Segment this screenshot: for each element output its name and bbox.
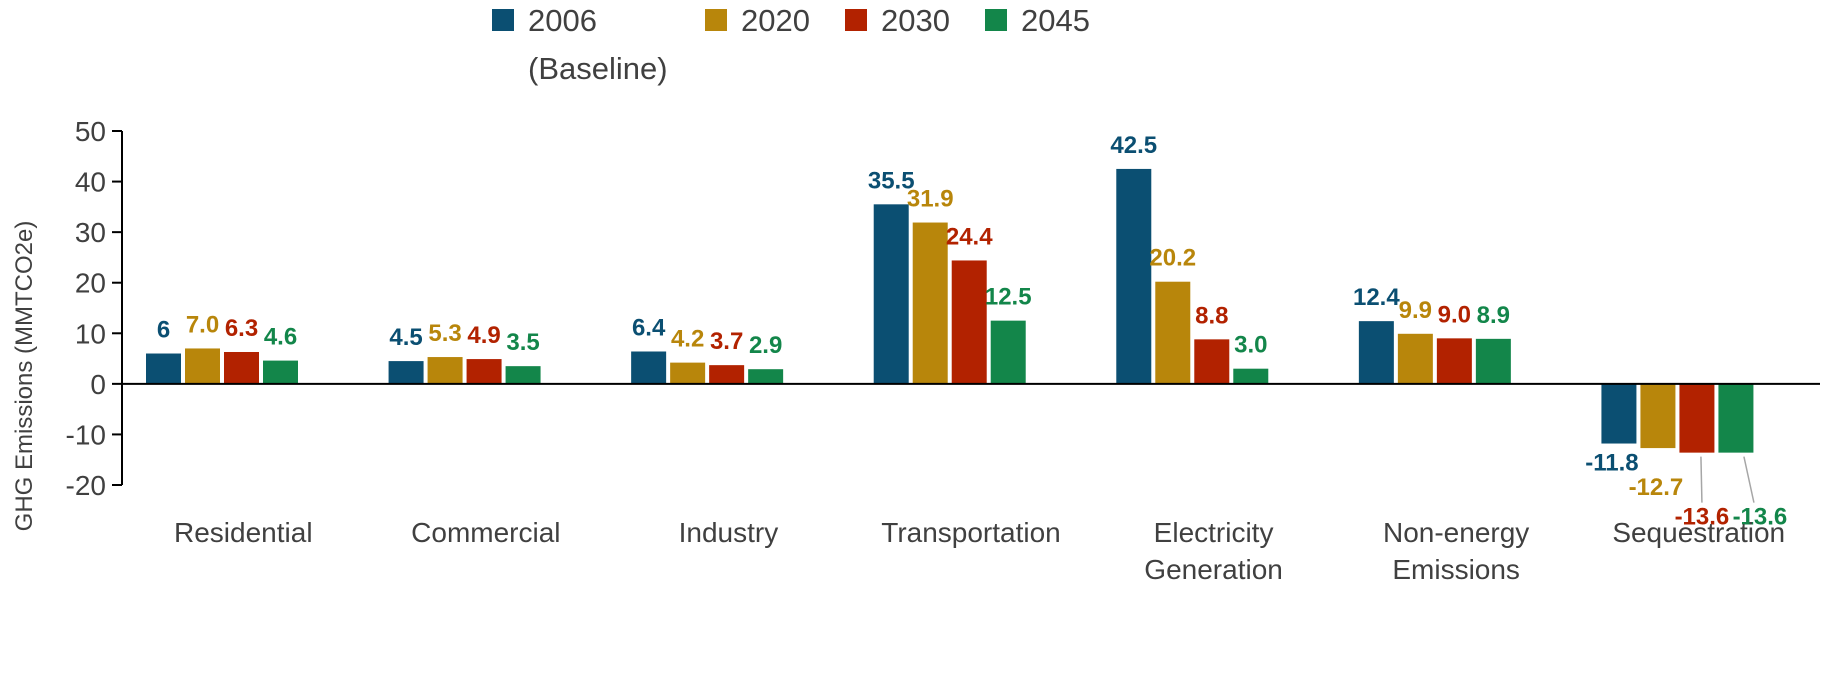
data-label: 9.9 [1399, 297, 1432, 324]
data-labels: 6 4.5 6.4 35.5 42.5 12.4 -11.8 7.0 5.3 4.2 31.9 20.… [157, 132, 1787, 531]
data-label: 4.9 [467, 322, 500, 349]
data-label: 8.8 [1195, 302, 1228, 329]
y-tick-label: 0 [90, 369, 106, 400]
data-label: 2.9 [749, 332, 782, 359]
x-category-label: Electricity Generation [1144, 517, 1283, 585]
bar [1601, 383, 1637, 444]
data-label: 20.2 [1149, 245, 1196, 272]
x-category-label: Transportation [881, 517, 1061, 548]
data-label: -12.7 [1629, 474, 1684, 501]
x-category-label: Sequestration [1612, 517, 1785, 548]
data-label: 6.4 [632, 314, 666, 341]
legend-swatch [845, 9, 867, 31]
bar [263, 360, 298, 384]
y-tick-label: -10 [66, 419, 106, 450]
bar [505, 366, 541, 384]
bars [146, 168, 1754, 453]
y-tick-label: 30 [75, 217, 106, 248]
bar [1436, 338, 1472, 384]
data-label: 12.5 [985, 284, 1032, 311]
x-axis: Residential Commercial Industry Transportat… [122, 382, 1820, 585]
legend-label: 2020 [741, 3, 810, 38]
y-tick-label: 10 [75, 318, 106, 349]
y-tick-label: 50 [75, 116, 106, 147]
legend-label: 2030 [881, 3, 950, 38]
bar [466, 359, 502, 384]
bar [748, 369, 784, 384]
label-leader-line [1743, 456, 1755, 503]
bar [1155, 281, 1191, 384]
bar [1233, 368, 1269, 384]
bar [1397, 333, 1433, 384]
x-category-label: Residential [174, 517, 313, 548]
data-label: 42.5 [1110, 132, 1157, 159]
data-label: 4.6 [264, 324, 297, 351]
legend-label: 2045 [1021, 3, 1090, 38]
data-label: 24.4 [946, 223, 993, 250]
bar [951, 260, 987, 384]
bar [185, 348, 220, 384]
data-label: 8.9 [1477, 302, 1510, 329]
y-axis-title: GHG Emissions (MMTCO2e) [11, 221, 38, 532]
data-label: 3.7 [710, 328, 743, 355]
data-label: 5.3 [428, 320, 461, 347]
data-label: 6.3 [225, 315, 258, 342]
data-label: -13.6 [1733, 504, 1788, 531]
bar [990, 320, 1026, 384]
bar [1116, 168, 1152, 384]
bar [709, 365, 745, 384]
bar [873, 204, 909, 384]
data-label: 9.0 [1438, 301, 1471, 328]
label-leader-line [1700, 456, 1703, 503]
data-label: 6 [157, 317, 170, 344]
y-tick-label: 20 [75, 268, 106, 299]
data-label: -13.6 [1675, 504, 1730, 531]
x-category-label: Non-energy Emissions [1383, 517, 1529, 585]
data-label: 4.2 [671, 326, 704, 353]
legend-label: 2006 (Baseline) [528, 3, 668, 86]
x-category-label: Industry [679, 517, 779, 548]
legend-swatch [492, 9, 514, 31]
bar [670, 362, 706, 384]
data-label: 12.4 [1353, 284, 1400, 311]
x-category-label: Commercial [411, 517, 560, 548]
legend-swatch [705, 9, 727, 31]
bar [1475, 338, 1511, 384]
y-tick-label: -20 [66, 470, 106, 501]
data-label: 3.0 [1234, 332, 1267, 359]
bar [224, 351, 259, 384]
data-label: 31.9 [907, 186, 954, 213]
bar [631, 351, 667, 384]
y-tick-label: 40 [75, 167, 106, 198]
legend: 2006 (Baseline) 2020 2030 2045 [492, 3, 1090, 86]
bar [427, 357, 463, 384]
bar [1358, 321, 1394, 384]
bar [388, 361, 424, 384]
data-label: 3.5 [506, 329, 539, 356]
bar [912, 222, 948, 384]
bar [1679, 383, 1715, 453]
bar [1640, 383, 1676, 449]
data-label: 4.5 [389, 324, 422, 351]
y-axis: 50 40 30 20 10 0 -10 -20 [66, 116, 123, 501]
data-label: 35.5 [868, 167, 915, 194]
legend-swatch [985, 9, 1007, 31]
data-label: -11.8 [1585, 450, 1638, 477]
bar [146, 353, 181, 384]
bar [1194, 339, 1230, 384]
data-label: 7.0 [186, 311, 219, 338]
bar [1718, 383, 1754, 453]
